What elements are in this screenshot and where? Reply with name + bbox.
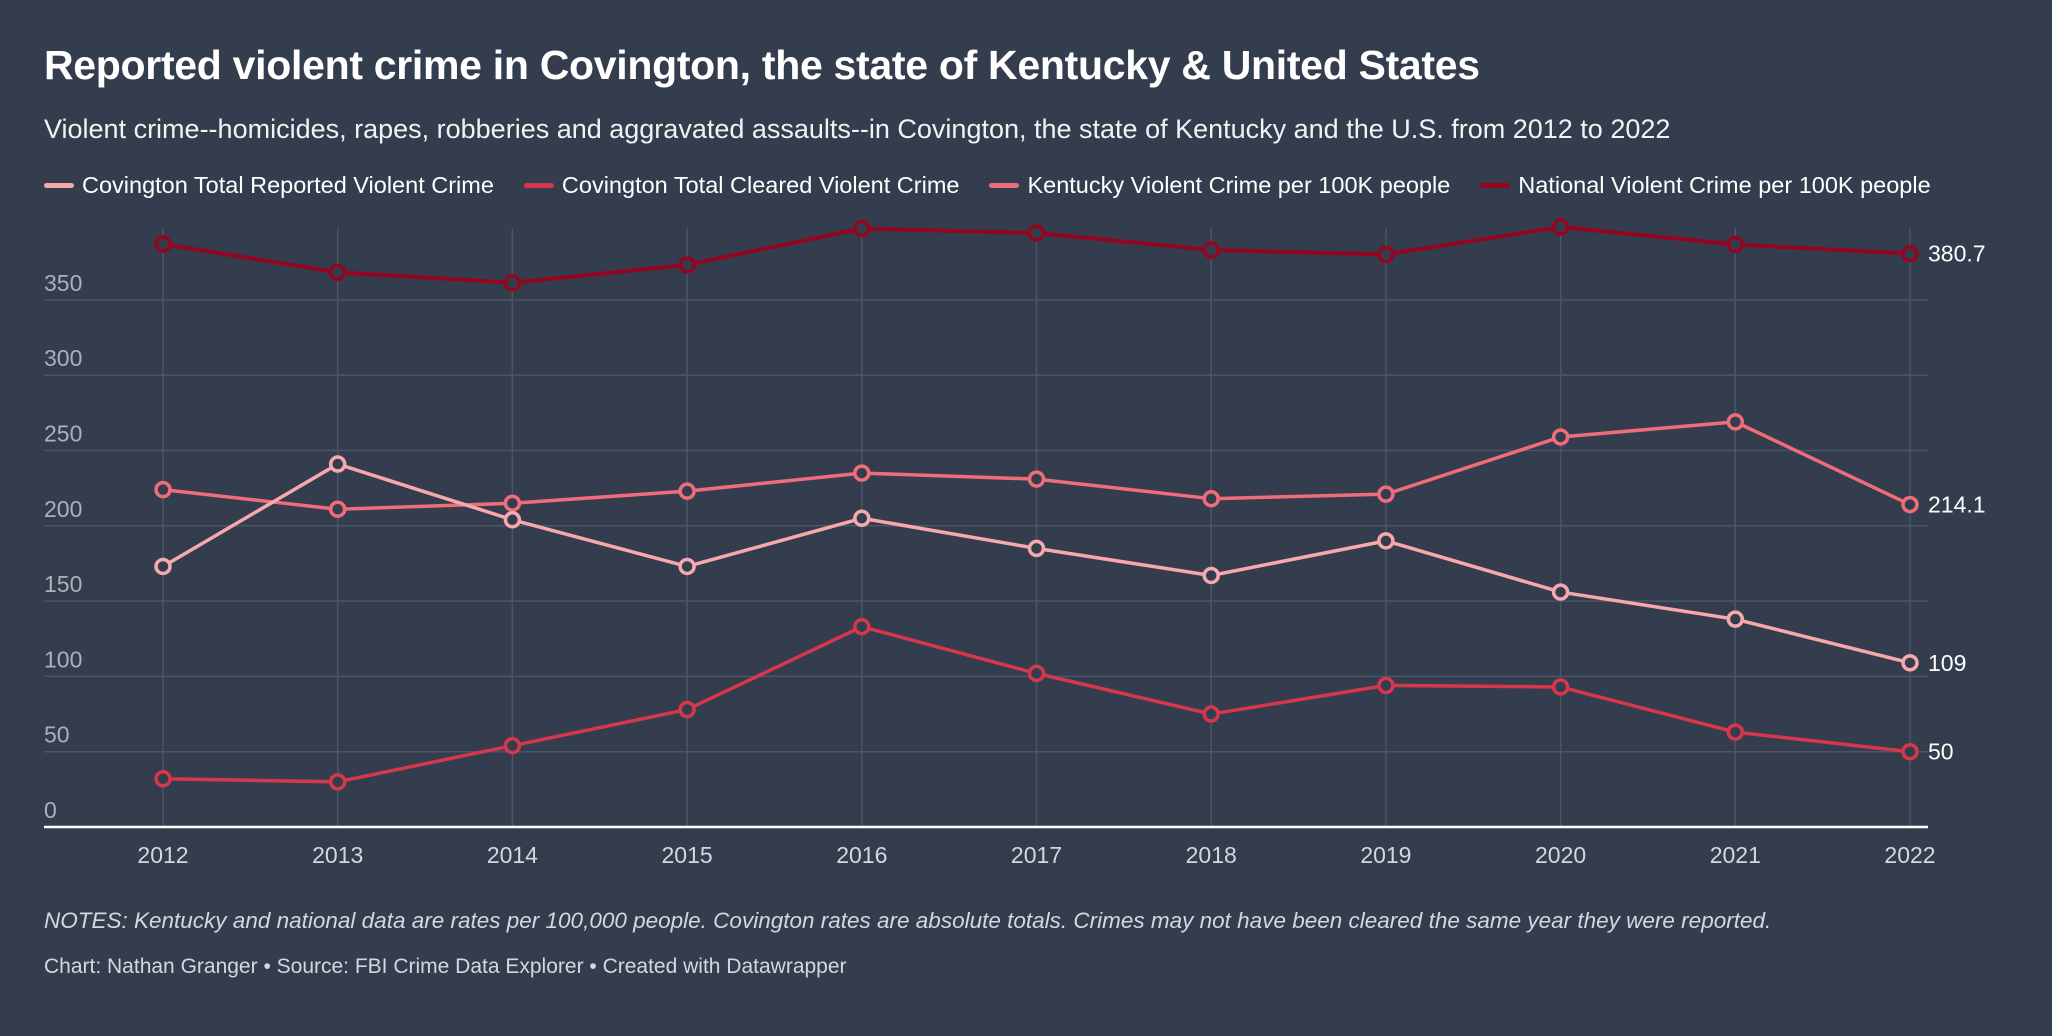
data-point xyxy=(678,256,696,274)
legend-label: Covington Total Reported Violent Crime xyxy=(82,172,494,198)
data-point xyxy=(1202,241,1220,259)
data-point xyxy=(853,617,871,636)
chart-title: Reported violent crime in Covington, the… xyxy=(44,42,1480,88)
y-tick-label: 350 xyxy=(44,270,82,296)
legend-item-covington-cleared: Covington Total Cleared Violent Crime xyxy=(523,172,960,199)
data-point xyxy=(1027,470,1046,488)
legend-swatch-icon xyxy=(44,183,74,188)
x-tick-label: 2022 xyxy=(1884,842,1935,868)
x-tick-label: 2019 xyxy=(1360,842,1411,868)
end-value-label: 380.7 xyxy=(1928,241,1986,267)
series-covington-total-reported-violent-crime xyxy=(154,455,1919,672)
x-tick-label: 2015 xyxy=(662,842,713,868)
data-point xyxy=(1726,235,1745,254)
x-tick-label: 2018 xyxy=(1186,842,1237,868)
y-tick-label: 200 xyxy=(44,496,82,522)
data-point xyxy=(154,235,172,253)
data-point xyxy=(678,557,696,576)
data-point xyxy=(1202,566,1220,585)
data-point xyxy=(154,557,172,576)
data-point xyxy=(1027,664,1046,683)
x-tick-label: 2013 xyxy=(312,842,363,868)
x-tick-label: 2012 xyxy=(137,842,188,868)
y-tick-label: 100 xyxy=(44,646,82,672)
data-point xyxy=(853,464,871,482)
chart-subtitle: Violent crime--homicides, rapes, robberi… xyxy=(44,114,1671,144)
series-national-violent-crime-per-100k-people xyxy=(154,218,1919,292)
legend-item-national: National Violent Crime per 100K people xyxy=(1480,172,1931,199)
data-point xyxy=(1551,218,1570,236)
legend-label: Kentucky Violent Crime per 100K people xyxy=(1027,172,1451,198)
x-tick-label: 2017 xyxy=(1011,842,1062,868)
legend-swatch-icon xyxy=(1480,183,1511,188)
data-point xyxy=(1901,654,1919,672)
data-point xyxy=(154,480,172,499)
data-point xyxy=(678,700,696,719)
axes: 0 50 100 150 200 250 300 350 2012 2013 2014 2015 201… xyxy=(44,270,1936,868)
series-covington-total-cleared-violent-crime xyxy=(154,617,1919,791)
grid xyxy=(44,228,1928,827)
data-point xyxy=(1202,489,1220,508)
series-kentucky-violent-crime-per-100k-people xyxy=(154,413,1919,518)
x-tick-label: 2014 xyxy=(487,842,538,868)
data-point xyxy=(853,219,871,238)
legend-swatch-icon xyxy=(523,183,554,188)
legend-item-kentucky: Kentucky Violent Crime per 100K people xyxy=(989,172,1450,199)
x-tick-label: 2016 xyxy=(836,842,887,868)
data-point xyxy=(853,509,871,528)
data-point xyxy=(154,770,172,788)
x-tick-label: 2020 xyxy=(1535,842,1586,868)
data-point xyxy=(1027,224,1046,242)
data-point xyxy=(1726,413,1745,431)
data-point xyxy=(503,273,522,292)
data-point xyxy=(1377,532,1395,550)
data-point xyxy=(1551,428,1570,446)
legend-swatch-icon xyxy=(989,183,1020,188)
data-point xyxy=(1377,676,1395,695)
data-point xyxy=(1726,723,1745,741)
data-point xyxy=(1202,705,1220,723)
data-point xyxy=(1901,495,1919,514)
data-point xyxy=(1377,245,1395,264)
legend-label: Covington Total Cleared Violent Crime xyxy=(561,172,960,198)
chart-byline: Chart: Nathan Granger • Source: FBI Crim… xyxy=(44,955,847,978)
legend-item-covington-reported: Covington Total Reported Violent Crime xyxy=(44,172,494,199)
end-value-label: 50 xyxy=(1928,739,1954,765)
legend-label: National Violent Crime per 100K people xyxy=(1518,172,1931,198)
data-point xyxy=(1027,539,1046,558)
data-point xyxy=(503,494,522,512)
data-point xyxy=(678,482,696,500)
data-point xyxy=(328,455,347,473)
data-point xyxy=(328,263,347,282)
data-point xyxy=(1377,485,1395,503)
x-tick-label: 2021 xyxy=(1710,842,1761,868)
legend: Covington Total Reported Violent Crime C… xyxy=(44,172,1931,199)
end-value-label: 214.1 xyxy=(1928,492,1986,518)
y-tick-label: 50 xyxy=(44,722,70,748)
end-labels: 380.7 214.1 109 50 xyxy=(1928,241,1986,765)
data-point xyxy=(503,511,522,529)
data-point xyxy=(1726,610,1745,628)
data-point xyxy=(1551,678,1570,696)
data-point xyxy=(1901,244,1919,263)
data-point xyxy=(328,773,347,791)
y-tick-label: 250 xyxy=(44,421,82,447)
chart-notes: NOTES: Kentucky and national data are ra… xyxy=(44,908,1772,933)
y-tick-label: 150 xyxy=(44,571,82,597)
y-tick-label: 0 xyxy=(44,797,57,823)
data-point xyxy=(1551,583,1570,601)
data-point xyxy=(328,500,347,518)
data-point xyxy=(1901,742,1919,761)
series-lines xyxy=(154,218,1919,791)
data-point xyxy=(503,736,522,755)
y-tick-label: 300 xyxy=(44,345,82,371)
end-value-label: 109 xyxy=(1928,650,1966,676)
